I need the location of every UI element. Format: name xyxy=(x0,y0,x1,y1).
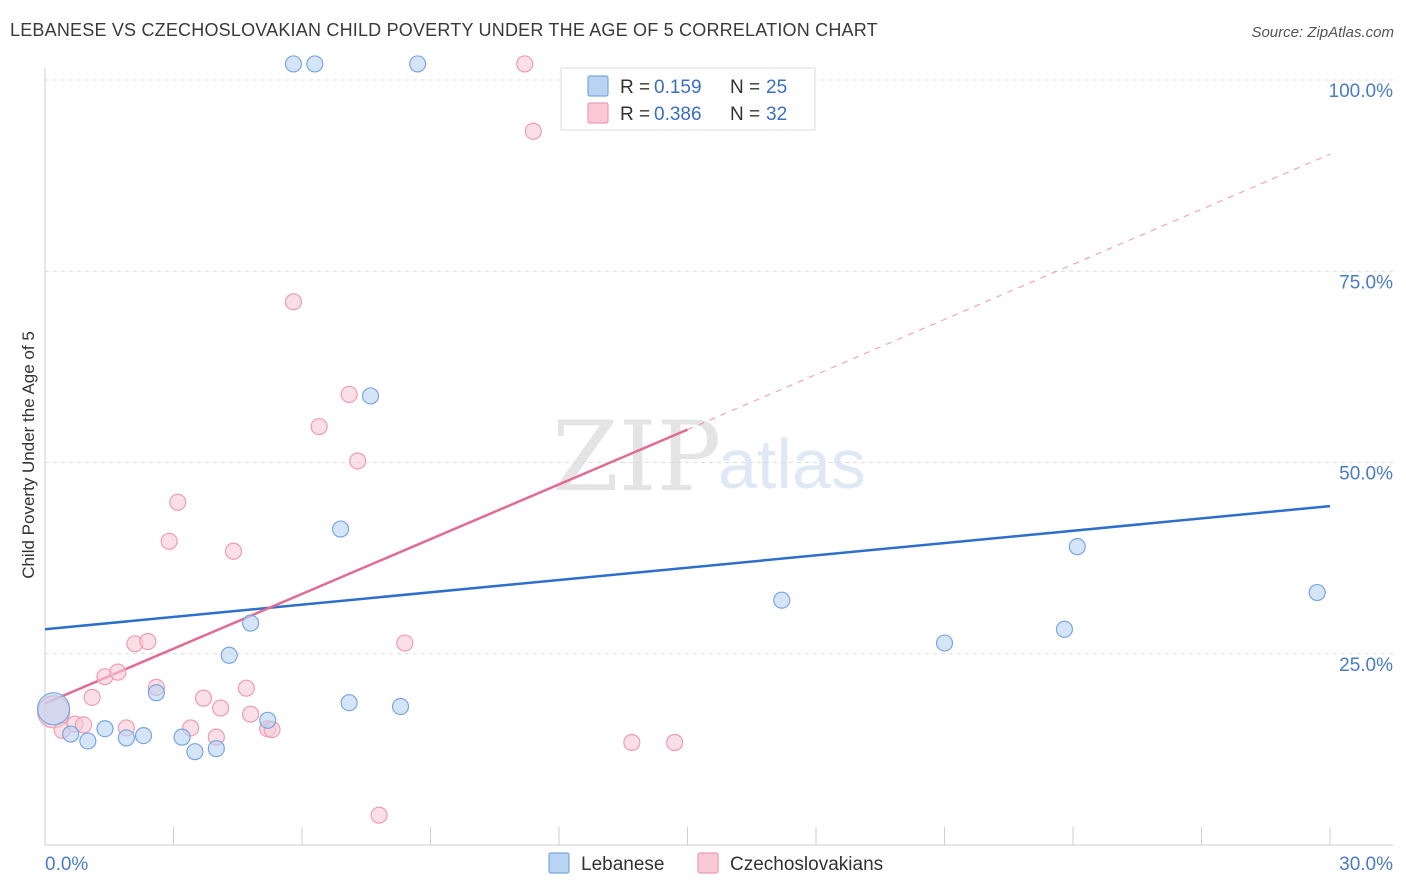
point-czech xyxy=(83,688,101,706)
trend-lines xyxy=(44,153,1331,705)
y-tick-label: 100.0% xyxy=(1329,81,1394,102)
point-lebanese xyxy=(242,614,260,632)
point-lebanese xyxy=(62,725,80,743)
point-lebanese xyxy=(36,692,71,726)
point-lebanese xyxy=(1308,583,1326,602)
point-lebanese xyxy=(935,634,954,652)
point-czech xyxy=(194,689,213,707)
point-czech xyxy=(139,632,157,651)
point-czech xyxy=(370,806,388,824)
y-axis-label: Child Poverty Under the Age of 5 xyxy=(19,331,38,579)
point-lebanese xyxy=(306,55,324,73)
trend-line-czech-extension xyxy=(687,153,1331,431)
legend-n-value-1: 25 xyxy=(766,77,787,98)
legend-r-value-2: 0.386 xyxy=(654,104,702,125)
point-lebanese xyxy=(331,520,350,538)
point-czech xyxy=(169,493,187,511)
point-lebanese xyxy=(1055,620,1074,638)
legend-swatch-lebanese xyxy=(587,75,609,97)
point-czech xyxy=(74,716,93,734)
legend-swatch-czech xyxy=(587,102,609,124)
point-lebanese xyxy=(361,387,380,405)
point-czech xyxy=(524,122,542,140)
y-tick-label: 25.0% xyxy=(1339,655,1393,676)
series-legend-swatch-czech xyxy=(697,852,719,874)
point-czech xyxy=(212,699,230,717)
correlation-legend: R = 0.159 N = 25 R = 0.386 N = 32 xyxy=(560,67,816,131)
point-lebanese xyxy=(147,684,165,702)
point-lebanese xyxy=(207,740,225,758)
point-lebanese xyxy=(220,646,238,664)
point-czech xyxy=(160,532,178,550)
point-czech xyxy=(396,634,414,652)
point-lebanese xyxy=(79,732,97,750)
data-points xyxy=(36,55,1326,824)
series-legend-label-lebanese: Lebanese xyxy=(581,854,664,875)
y-tick-labels: 25.0% 50.0% 75.0% 100.0% xyxy=(1329,81,1394,676)
series-legend: Lebanese Czechoslovakians xyxy=(548,852,883,875)
legend-n-value-2: 32 xyxy=(766,104,787,125)
point-czech xyxy=(516,55,534,73)
point-czech xyxy=(224,542,243,560)
point-lebanese xyxy=(409,55,427,73)
x-tick-label-min: 0.0% xyxy=(45,854,88,875)
point-lebanese xyxy=(134,727,153,745)
point-lebanese xyxy=(340,694,358,712)
y-tick-label: 75.0% xyxy=(1339,272,1393,293)
point-lebanese xyxy=(391,697,410,716)
point-lebanese xyxy=(284,55,303,73)
series-legend-label-czech: Czechoslovakians xyxy=(730,854,883,875)
point-lebanese xyxy=(117,729,135,747)
watermark-atlas: atlas xyxy=(718,425,866,503)
point-czech xyxy=(242,705,260,723)
legend-n-label-2: N = xyxy=(730,104,760,125)
point-lebanese xyxy=(96,720,114,738)
watermark: ZIP atlas xyxy=(552,401,866,513)
x-tick-label-max: 30.0% xyxy=(1339,854,1393,875)
y-tick-label: 50.0% xyxy=(1339,464,1393,485)
point-lebanese xyxy=(173,728,191,746)
point-lebanese xyxy=(1068,538,1086,556)
legend-n-label-1: N = xyxy=(730,77,760,98)
series-legend-swatch-lebanese xyxy=(548,852,570,874)
point-czech xyxy=(666,733,684,752)
point-czech xyxy=(109,663,127,681)
legend-r-label-1: R = xyxy=(620,77,650,98)
point-czech xyxy=(623,733,641,752)
point-czech xyxy=(349,452,367,470)
trend-line-lebanese xyxy=(44,504,1331,631)
point-czech xyxy=(340,385,358,404)
gridlines xyxy=(45,79,1393,655)
legend-r-label-2: R = xyxy=(620,104,650,125)
point-lebanese xyxy=(773,591,791,609)
point-czech xyxy=(237,679,255,697)
chart-title: LEBANESE VS CZECHOSLOVAKIAN CHILD POVERT… xyxy=(10,20,878,40)
point-lebanese xyxy=(259,711,277,729)
legend-r-value-1: 0.159 xyxy=(654,77,702,98)
point-czech xyxy=(284,293,303,311)
point-lebanese xyxy=(186,743,204,761)
source-label: Source: ZipAtlas.com xyxy=(1251,24,1394,41)
trend-line-czech xyxy=(44,428,688,705)
watermark-zip: ZIP xyxy=(552,401,721,513)
point-czech xyxy=(310,417,328,436)
